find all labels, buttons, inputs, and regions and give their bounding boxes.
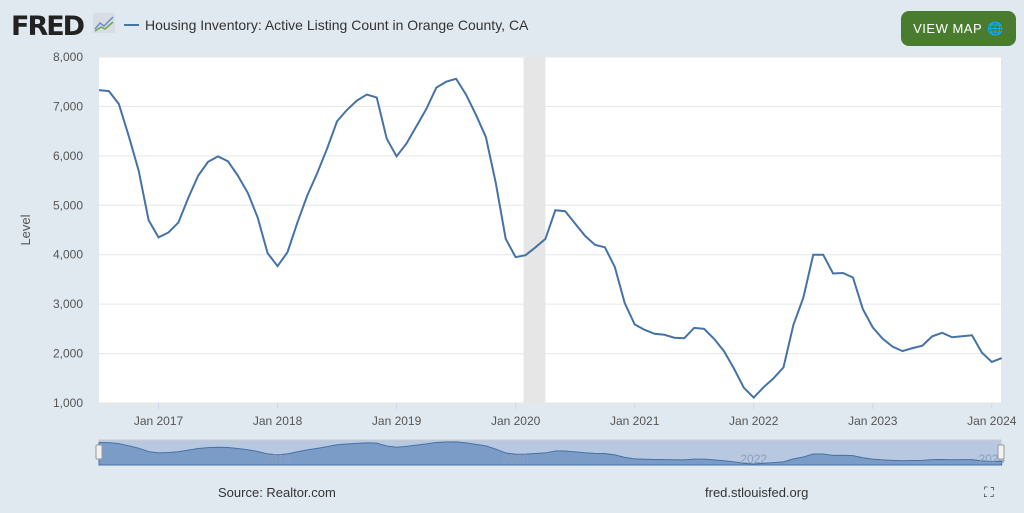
view-map-button[interactable]: VIEW MAP 🌐 — [901, 11, 1016, 46]
x-tick-label: Jan 2020 — [491, 414, 541, 428]
legend-item: Housing Inventory: Active Listing Count … — [124, 17, 528, 33]
y-tick-label: 2,000 — [53, 347, 83, 361]
y-tick-label: 6,000 — [53, 149, 83, 163]
y-tick-label: 1,000 — [53, 396, 83, 410]
navigator-label: 2018 — [264, 452, 291, 466]
navigator-label: 2022 — [740, 452, 767, 466]
fred-logo[interactable]: FRED — [11, 11, 85, 42]
x-tick-label: Jan 2023 — [848, 414, 898, 428]
y-tick-label: 3,000 — [53, 297, 83, 311]
series-line — [98, 77, 1003, 399]
fullscreen-icon[interactable]: ⛶ — [984, 484, 994, 500]
navigator-handle[interactable] — [95, 444, 103, 460]
recession-band — [523, 57, 546, 403]
chart-icon — [93, 13, 115, 33]
source-text: Source: Realtor.com — [218, 485, 336, 500]
y-tick-label: 8,000 — [53, 50, 83, 64]
x-tick-label: Jan 2017 — [134, 414, 184, 428]
navigator-handle[interactable] — [997, 444, 1005, 460]
x-tick-label: Jan 2024 — [967, 414, 1017, 428]
plot-area — [99, 57, 1001, 403]
x-tick-label: Jan 2022 — [729, 414, 779, 428]
y-tick-label: 4,000 — [53, 248, 83, 262]
site-link[interactable]: fred.stlouisfed.org — [705, 485, 809, 500]
y-axis-label: Level — [18, 214, 33, 245]
navigator-series — [98, 441, 1003, 466]
legend-swatch — [124, 24, 139, 26]
x-tick-label: Jan 2021 — [610, 414, 660, 428]
y-tick-label: 7,000 — [53, 99, 83, 113]
view-map-label: VIEW MAP — [913, 21, 983, 36]
globe-icon: 🌐 — [987, 20, 1004, 36]
y-tick-label: 5,000 — [53, 198, 83, 212]
x-tick-label: Jan 2019 — [372, 414, 422, 428]
series-title: Housing Inventory: Active Listing Count … — [145, 17, 529, 33]
navigator-label: 2020 — [502, 452, 529, 466]
x-tick-label: Jan 2018 — [253, 414, 303, 428]
